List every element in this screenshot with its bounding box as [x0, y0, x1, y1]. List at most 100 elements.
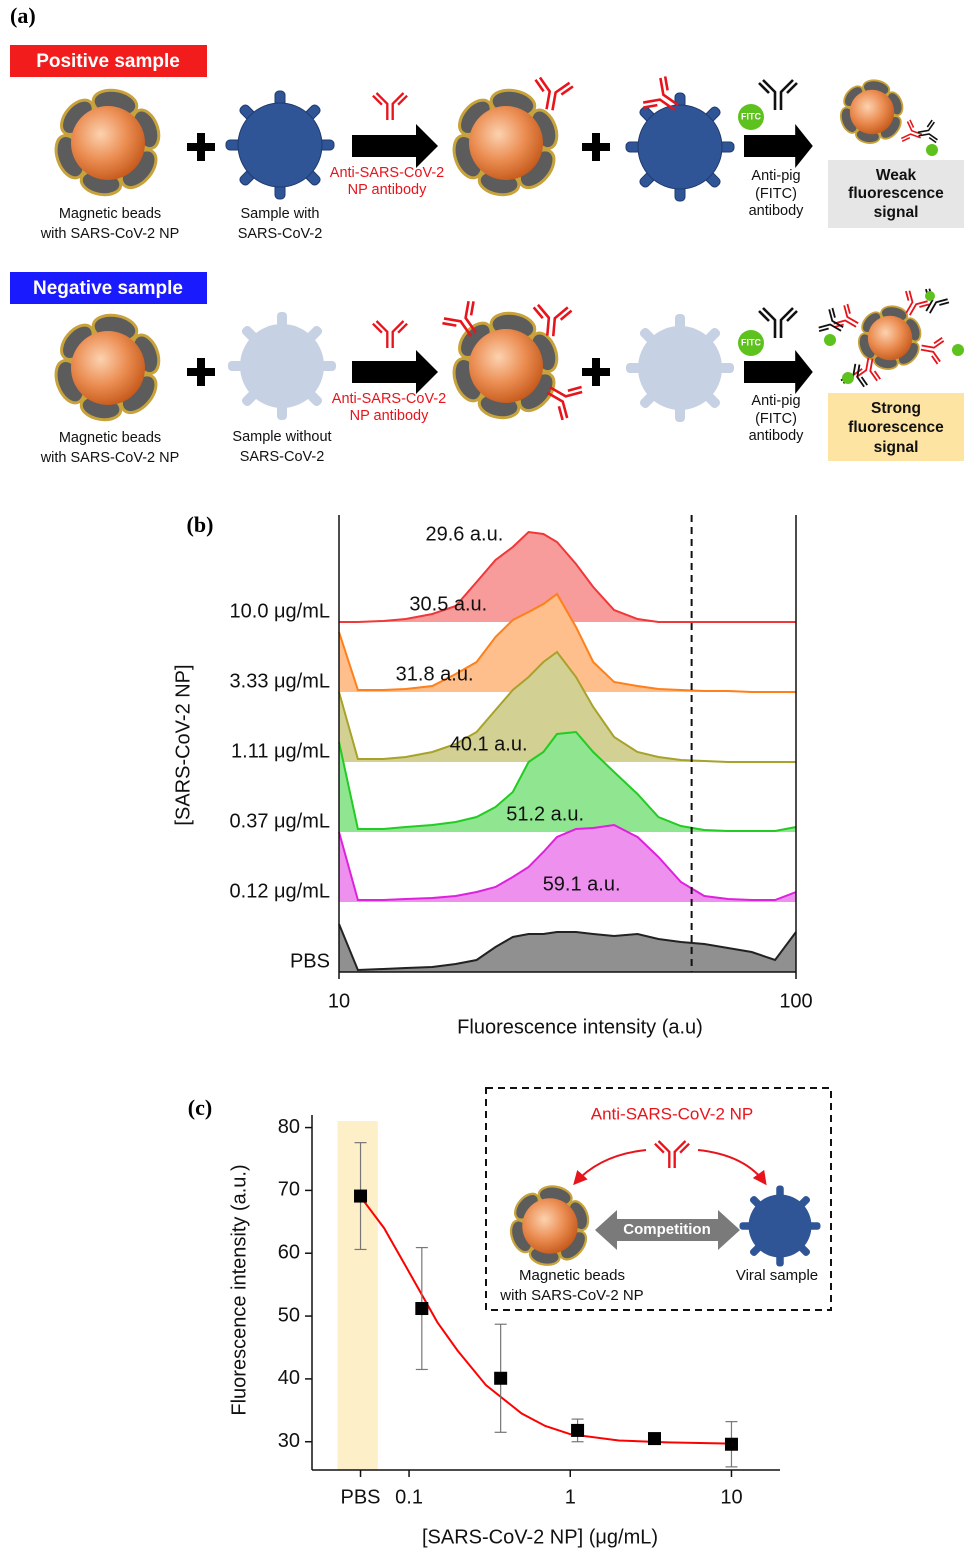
x-tick-label: 100	[779, 990, 812, 1012]
y-tick-label: 80	[278, 1116, 300, 1138]
fitc-dye	[738, 104, 764, 130]
x-tick-label: 0.1	[395, 1486, 423, 1508]
panel-c: (c) [SARS-CoV-2 NP] (μg/mL) Fluorescence…	[188, 1095, 780, 1548]
curved-arrow	[573, 1149, 647, 1186]
data-point	[415, 1302, 429, 1316]
y-tick-label: 60	[278, 1242, 300, 1264]
secondary-label: (FITC)	[755, 411, 797, 427]
antibody	[899, 118, 926, 148]
result-box	[828, 393, 964, 461]
category-label: 0.12 μg/mL	[230, 880, 330, 902]
antibody-label: Anti-SARS-CoV-2	[332, 391, 446, 407]
sample-label: Sample with	[241, 206, 320, 222]
competition-label: Competition	[623, 1221, 711, 1238]
y-axis-label: [SARS-CoV-2 NP]	[172, 664, 194, 825]
fitc-antibody	[757, 306, 799, 340]
fitc-antibody	[915, 118, 939, 147]
virus-label: Viral sample	[736, 1267, 818, 1284]
ridge-line	[338, 730, 797, 832]
ridge-fill	[339, 924, 796, 972]
arrow	[352, 124, 438, 168]
x-axis-label: Fluorescence intensity (a.u)	[457, 1016, 703, 1038]
arrow	[352, 350, 438, 394]
highlight-band	[337, 1121, 378, 1470]
data-point	[571, 1423, 585, 1437]
y-tick-label: 70	[278, 1179, 300, 1201]
magnetic-bead	[447, 85, 564, 200]
secondary-label: Anti-pig	[751, 393, 800, 409]
panel-label: (b)	[187, 512, 214, 537]
result-label: signal	[874, 204, 919, 221]
y-axis-label: Fluorescence intensity (a.u.)	[228, 1164, 250, 1415]
mean-label: 51.2 a.u.	[506, 803, 584, 825]
bead-label: with SARS-CoV-2 NP	[499, 1287, 643, 1304]
positive-tag: Positive sample	[36, 51, 180, 72]
positive-tag-box	[10, 45, 207, 77]
category-label: 1.11 μg/mL	[231, 740, 330, 762]
mean-label: 40.1 a.u.	[450, 733, 528, 755]
fitc-dye	[926, 144, 938, 156]
plus-sign	[582, 358, 610, 386]
result-label: fluorescence	[848, 419, 944, 436]
mean-label: 31.8 a.u.	[396, 663, 474, 685]
magnetic-bead	[49, 85, 166, 200]
category-label: PBS	[290, 950, 330, 972]
bead-label: Magnetic beads	[59, 206, 161, 222]
arrow	[744, 124, 813, 168]
antibody-label: Anti-SARS-CoV-2	[330, 165, 444, 181]
virus	[225, 90, 335, 200]
y-tick-label: 40	[278, 1367, 300, 1389]
curved-arrow	[697, 1149, 767, 1186]
plus-sign	[187, 358, 215, 386]
virus	[625, 92, 735, 202]
inset-title: Anti-SARS-CoV-2 NP	[591, 1104, 754, 1123]
fitc-antibody	[757, 78, 799, 112]
competition-arrow	[595, 1210, 740, 1250]
sample-label: SARS-CoV-2	[238, 226, 323, 242]
mean-label: 29.6 a.u.	[425, 523, 503, 545]
magnetic-bead	[854, 303, 925, 372]
negative-tag: Negative sample	[33, 278, 183, 299]
x-tick-label: 10	[328, 990, 350, 1012]
result-box	[828, 160, 964, 228]
y-tick-label: 50	[278, 1304, 300, 1326]
ridge-fill	[339, 532, 796, 622]
mean-label: 59.1 a.u.	[543, 873, 621, 895]
x-tick-label: 1	[565, 1486, 576, 1508]
bead-label: with SARS-CoV-2 NP	[40, 226, 180, 242]
fitc-dye	[738, 330, 764, 356]
result-label: Weak	[876, 167, 917, 184]
antibody	[831, 302, 865, 338]
result-label: signal	[874, 439, 919, 456]
bead-label: Magnetic beads	[519, 1267, 625, 1284]
ridge-line	[338, 592, 796, 693]
bead-label: with SARS-CoV-2 NP	[40, 450, 180, 466]
y-tick-label: 30	[278, 1430, 300, 1452]
result-label: fluorescence	[848, 185, 944, 202]
antibody	[529, 75, 575, 115]
antibody	[371, 91, 409, 122]
x-axis-label: [SARS-CoV-2 NP] (μg/mL)	[422, 1526, 658, 1548]
sample-label: Sample without	[232, 429, 331, 445]
data-point	[354, 1189, 368, 1203]
fitc-dye	[824, 334, 836, 346]
ridge-line	[339, 530, 796, 623]
bead-label: Magnetic beads	[59, 430, 161, 446]
sample-label: SARS-CoV-2	[240, 449, 325, 465]
category-label: 0.37 μg/mL	[230, 810, 330, 832]
x-tick-label: PBS	[341, 1486, 381, 1508]
fitc-label: FITC	[741, 111, 761, 121]
panel-a: (a) Positive sample Magnetic beads with …	[10, 3, 964, 466]
virus	[228, 312, 336, 420]
secondary-label: Anti-pig	[751, 168, 800, 184]
result-label: Strong	[871, 400, 921, 417]
fitc-dye	[925, 291, 935, 301]
ridge-fill	[339, 652, 796, 762]
category-label: 10.0 μg/mL	[230, 600, 330, 622]
ridge-line	[338, 823, 797, 901]
panel-label: (a)	[10, 3, 36, 28]
data-point	[494, 1371, 508, 1385]
ridge-line	[338, 923, 797, 972]
ridge-line	[338, 650, 796, 763]
